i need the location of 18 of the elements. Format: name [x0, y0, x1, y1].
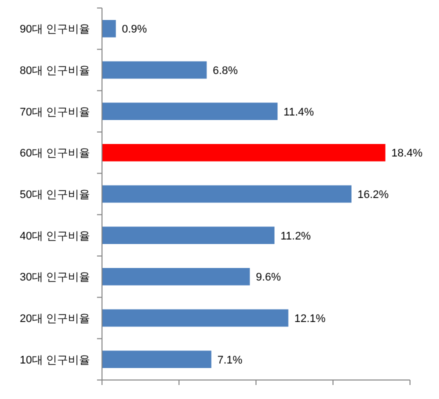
data-label: 18.4%: [391, 148, 423, 160]
y-tick-label: 90대 인구비율: [20, 24, 90, 36]
data-label: 0.9%: [122, 24, 148, 36]
y-tick-label: 60대 인구비율: [20, 148, 90, 160]
y-tick-label: 70대 인구비율: [20, 106, 90, 118]
data-label: 16.2%: [357, 189, 389, 201]
y-tick-label: 80대 인구비율: [20, 65, 90, 77]
data-label: 7.1%: [217, 354, 243, 366]
y-tick-label: 20대 인구비율: [20, 313, 90, 325]
data-label: 9.6%: [256, 272, 282, 284]
data-label: 11.4%: [284, 106, 314, 118]
y-tick-label: 30대 인구비율: [20, 272, 90, 284]
y-tick-label: 10대 인구비율: [20, 354, 90, 366]
data-label: 6.8%: [212, 65, 238, 77]
data-label: 12.1%: [294, 313, 326, 325]
y-tick-label: 40대 인구비율: [20, 230, 90, 242]
y-tick-label: 50대 인구비율: [20, 189, 90, 201]
data-label: 11.2%: [280, 230, 312, 242]
